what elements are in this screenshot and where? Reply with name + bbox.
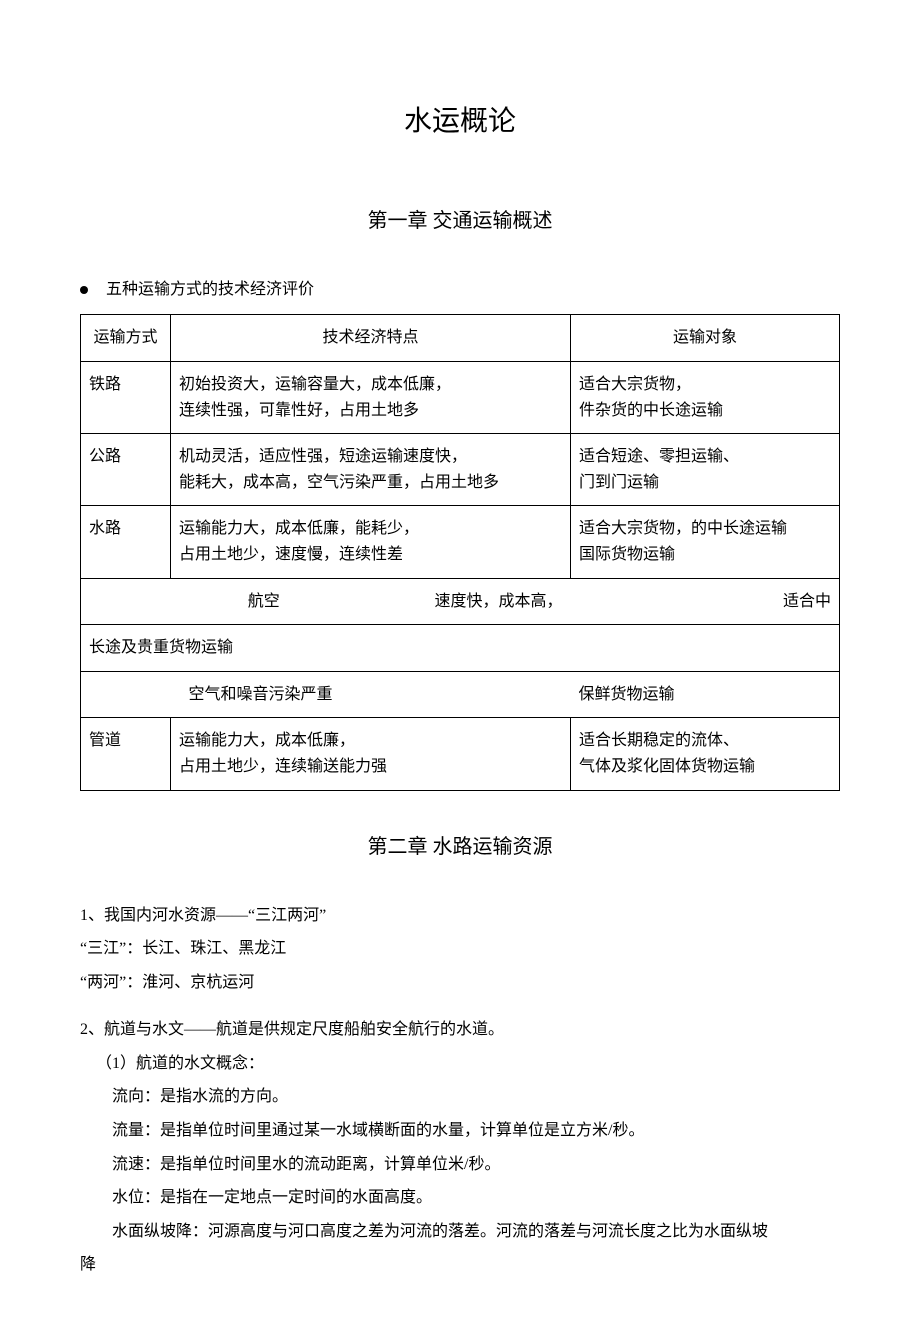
body-text: “三江”：长江、珠江、黑龙江 (80, 936, 840, 962)
objects-cell: 适合短途、零担运输、 门到门运输 (571, 434, 840, 506)
bullet-heading-row: 五种运输方式的技术经济评价 (80, 277, 840, 303)
body-text: 流量：是指单位时间里通过某一水域横断面的水量，计算单位是立方米/秒。 (80, 1118, 840, 1144)
table-row: 管道 运输能力大，成本低廉， 占用土地少，连续输送能力强 适合长期稳定的流体、 … (81, 718, 840, 790)
table-row-air-wrap: . 航空 速度快，成本高， 适合中 (81, 578, 840, 625)
transport-modes-table: 运输方式 技术经济特点 运输对象 铁路 初始投资大，运输容量大，成本低廉， 连续… (80, 314, 840, 790)
mode-cell: 管道 (81, 718, 171, 790)
bullet-heading-text: 五种运输方式的技术经济评价 (106, 277, 314, 303)
obj-line: 适合大宗货物， (579, 376, 691, 393)
body-text: 2、航道与水文——航道是供规定尺度船舶安全航行的水道。 (80, 1017, 840, 1043)
body-text: （1）航道的水文概念： (80, 1051, 840, 1077)
table-row: 铁路 初始投资大，运输容量大，成本低廉， 连续性强，可靠性好，占用土地多 适合大… (81, 361, 840, 433)
obj-line: 国际货物运输 (579, 546, 675, 563)
document-title: 水运概论 (80, 100, 840, 145)
chapter-1-title: 第一章 交通运输概述 (80, 205, 840, 237)
obj-line: 适合短途、零担运输、 (579, 448, 739, 465)
header-objects: 运输对象 (571, 315, 840, 362)
obj-line: 适合大宗货物，的中长途运输 (579, 520, 787, 537)
air-obj-line: 保鲜货物运输 (579, 686, 675, 703)
body-text: 流向：是指水流的方向。 (80, 1084, 840, 1110)
features-cell: 初始投资大，运输容量大，成本低廉， 连续性强，可靠性好，占用土地多 (171, 361, 571, 433)
table-row: 公路 机动灵活，适应性强，短途运输速度快， 能耗大，成本高，空气污染严重，占用土… (81, 434, 840, 506)
body-text: “两河”：淮河、京杭运河 (80, 970, 840, 996)
table-row: 水路 运输能力大，成本低廉，能耗少， 占用土地少，速度慢，连续性差 适合大宗货物… (81, 506, 840, 578)
features-cell: 机动灵活，适应性强，短途运输速度快， 能耗大，成本高，空气污染严重，占用土地多 (171, 434, 571, 506)
body-text: 流速：是指单位时间里水的流动距离，计算单位米/秒。 (80, 1152, 840, 1178)
obj-line: 件杂货的中长途运输 (579, 402, 723, 419)
objects-cell: 适合大宗货物， 件杂货的中长途运输 (571, 361, 840, 433)
table-row-air-wrap: 长途及贵重货物运输 (81, 625, 840, 672)
air-feat-line: 空气和噪音污染严重 (189, 686, 333, 703)
body-text: 降 (80, 1252, 840, 1278)
feat-line: 运输能力大，成本低廉， (179, 732, 355, 749)
mode-cell: 铁路 (81, 361, 171, 433)
chapter-2-title: 第二章 水路运输资源 (80, 831, 840, 863)
obj-line: 气体及浆化固体货物运输 (579, 758, 755, 775)
body-text: 1、我国内河水资源——“三江两河” (80, 903, 840, 929)
header-features: 技术经济特点 (171, 315, 571, 362)
header-mode: 运输方式 (81, 315, 171, 362)
features-cell: 运输能力大，成本低廉， 占用土地少，连续输送能力强 (171, 718, 571, 790)
obj-line: 适合长期稳定的流体、 (579, 732, 739, 749)
air-mode: 航空 (248, 589, 280, 615)
feat-line: 占用土地少，连续输送能力强 (179, 758, 387, 775)
table-header-row: 运输方式 技术经济特点 运输对象 (81, 315, 840, 362)
feat-line: 运输能力大，成本低廉，能耗少， (179, 520, 419, 537)
feat-line: 初始投资大，运输容量大，成本低廉， (179, 376, 451, 393)
feat-line: 能耗大，成本高，空气污染严重，占用土地多 (179, 474, 499, 491)
obj-line: 门到门运输 (579, 474, 659, 491)
objects-cell: 适合大宗货物，的中长途运输 国际货物运输 (571, 506, 840, 578)
mode-cell: 公路 (81, 434, 171, 506)
features-cell: 运输能力大，成本低廉，能耗少， 占用土地少，速度慢，连续性差 (171, 506, 571, 578)
feat-line: 机动灵活，适应性强，短途运输速度快， (179, 448, 467, 465)
air-feat-frag: 速度快，成本高， (434, 589, 562, 615)
body-text: 水面纵坡降：河源高度与河口高度之差为河流的落差。河流的落差与河流长度之比为水面纵… (80, 1219, 840, 1245)
mode-cell: 水路 (81, 506, 171, 578)
table-row-air-wrap: 空气和噪音污染严重 保鲜货物运输 (81, 671, 840, 718)
body-text: 水位：是指在一定地点一定时间的水面高度。 (80, 1185, 840, 1211)
feat-line: 连续性强，可靠性好，占用土地多 (179, 402, 419, 419)
bullet-icon (80, 286, 88, 294)
air-wrap-line2: 长途及贵重货物运输 (89, 639, 233, 656)
objects-cell: 适合长期稳定的流体、 气体及浆化固体货物运输 (571, 718, 840, 790)
feat-line: 占用土地少，速度慢，连续性差 (179, 546, 403, 563)
air-obj-frag: 适合中 (783, 593, 831, 610)
